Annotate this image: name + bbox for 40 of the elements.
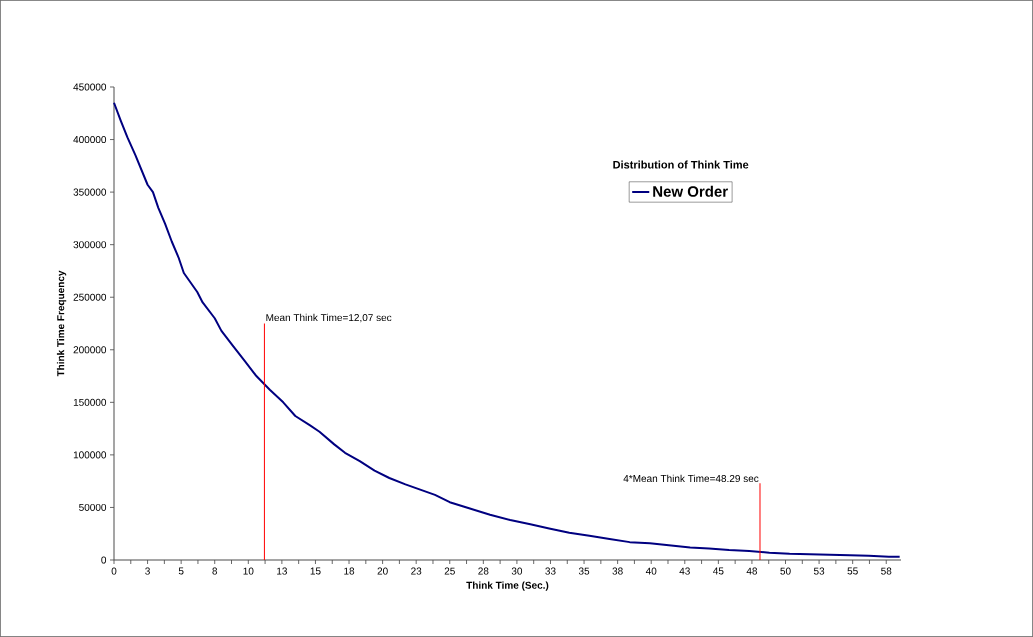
x-tick-label: 38 (612, 567, 623, 575)
x-tick-label: 23 (411, 567, 422, 575)
x-tick-label: 35 (578, 567, 590, 575)
y-tick-label: 450000 (73, 83, 107, 91)
legend-title: Distribution of Think Time (613, 160, 749, 169)
y-tick-label: 300000 (73, 241, 107, 249)
y-tick-label: 50000 (79, 503, 107, 511)
x-tick-label: 13 (277, 567, 288, 575)
x-tick-label: 43 (679, 567, 690, 575)
y-axis-title: Think Time Frequency (56, 270, 67, 377)
x-tick-label: 0 (111, 567, 117, 575)
x-axis-title: Think Time (Sec.) (466, 581, 549, 591)
y-tick-label: 0 (101, 556, 107, 564)
x-tick-label: 20 (377, 567, 388, 575)
x-tick-label: 10 (243, 567, 254, 575)
x-tick-label: 33 (545, 567, 556, 575)
y-tick-label: 400000 (73, 136, 107, 144)
legend-label: New Order (653, 185, 728, 197)
y-tick-label: 150000 (73, 398, 107, 406)
x-tick-label: 48 (746, 567, 758, 575)
annotation: 4*Mean Think Time=48.29 sec (623, 474, 759, 483)
x-tick-label: 3 (145, 567, 150, 575)
annotation: Mean Think Time=12,07 sec (266, 313, 392, 323)
x-tick-label: 8 (212, 567, 218, 575)
x-tick-label: 50 (780, 567, 791, 575)
x-tick-label: 55 (847, 567, 858, 575)
x-tick-label: 53 (813, 567, 825, 575)
x-tick-label: 40 (645, 567, 657, 575)
y-tick-label: 350000 (73, 188, 107, 196)
x-tick-label: 28 (478, 567, 489, 575)
x-tick-label: 58 (881, 567, 892, 575)
x-tick-label: 30 (511, 567, 523, 575)
y-tick-label: 200000 (73, 346, 107, 354)
x-tick-label: 5 (178, 567, 184, 575)
x-tick-label: 18 (344, 567, 355, 575)
x-tick-label: 25 (444, 567, 455, 575)
y-tick-label: 100000 (73, 451, 107, 459)
x-tick-label: 15 (310, 567, 321, 575)
y-tick-label: 250000 (73, 293, 107, 301)
x-tick-label: 45 (713, 567, 724, 575)
